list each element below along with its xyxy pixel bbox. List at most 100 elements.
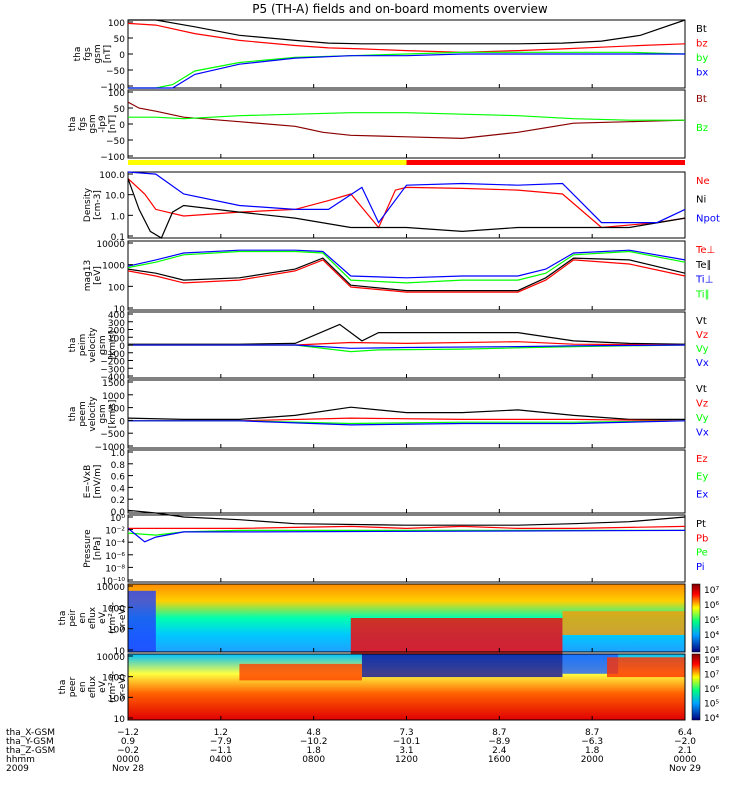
legend-Te⊥: Te⊥: [695, 245, 715, 256]
y-axis-label: tha peim velocity gsm [km/s]: [68, 327, 118, 363]
y-axis-label-line: [nT]: [108, 115, 118, 133]
y-tick-label: 400: [108, 311, 125, 321]
y-tick-label: 10000: [96, 240, 125, 250]
colorbar-label: 10⁶: [704, 601, 719, 611]
x-tick-hhmm: 2000: [581, 755, 604, 765]
y-tick-label: 100: [108, 283, 125, 293]
y-axis-label-line: gsm: [93, 44, 103, 63]
legend-Vz: Vz: [696, 330, 708, 341]
y-tick-label: −100: [100, 83, 125, 93]
x-tick-y_gsm: −10.1: [393, 737, 421, 747]
y-tick-label: 1500: [102, 379, 125, 389]
series-Vx: [128, 420, 686, 426]
legend-Pe: Pe: [696, 548, 708, 559]
y-axis-label-line: fgs: [83, 47, 93, 61]
y-axis-label-line: en: [78, 612, 88, 623]
y-axis-label-line: eV: [98, 611, 108, 624]
y-axis-label-line: tha: [68, 117, 78, 132]
region-bar-red: [406, 160, 685, 165]
y-axis-label-line: eflux: [88, 675, 98, 698]
y-axis-label-line: [km/s]: [108, 400, 118, 429]
y-tick-label: 0.4: [111, 484, 126, 494]
legend-Vt: Vt: [696, 384, 707, 395]
series-bx: [128, 53, 685, 89]
y-axis-label: tha peem velocity gsm [km/s]: [68, 396, 118, 432]
y-tick-label: 0: [119, 417, 125, 427]
x-tick-x_gsm: 1.2: [214, 728, 228, 738]
y-tick-label: −100: [100, 153, 125, 163]
series-Bt: [128, 19, 686, 45]
spectrogram-band: [350, 618, 563, 656]
y-axis-label-line: Pressure: [83, 529, 93, 568]
y-tick-label: 0.8: [111, 461, 126, 471]
y-axis-label-line: peim: [78, 334, 88, 357]
y-tick-label: 300: [108, 319, 125, 329]
legend-by: by: [696, 53, 708, 64]
y-tick-label: 10: [114, 305, 126, 315]
y-tick-label: 10⁻⁴: [105, 539, 125, 549]
y-axis-label: E=-VxB [mV/m]: [83, 465, 103, 499]
y-tick-label: 100: [108, 89, 125, 99]
legend-Vx: Vx: [696, 358, 709, 369]
legend-bx: bx: [696, 68, 708, 79]
x-tick-y_gsm: −2.0: [674, 737, 696, 747]
y-axis-label-line: [mV/m]: [93, 465, 103, 499]
y-tick-label: −100: [100, 350, 125, 360]
y-tick-label: 0: [119, 121, 125, 131]
legend-Vz: Vz: [696, 399, 708, 410]
panel-peir-eflux: 10⁷ 10⁶ 10⁵ 10⁴ 10³ 10000 1000 100 10 tha peir en ef…: [58, 583, 719, 657]
y-tick-label: 10000: [96, 653, 125, 663]
y-axis-label-line: [km/s]: [108, 331, 118, 360]
y-tick-label: 10: [114, 647, 126, 657]
y-axis-label-line: [nT]: [103, 45, 113, 63]
x-tick-x_gsm: 8.7: [492, 728, 506, 738]
series-Te⊥: [127, 259, 686, 293]
y-tick-label: −300: [100, 365, 125, 375]
legend-Bt: Bt: [696, 94, 707, 105]
series-Ti⊥: [127, 249, 686, 279]
y-axis-label-line: tha: [58, 680, 68, 695]
y-axis-label-line: velocity: [88, 396, 98, 432]
series-Npot: [127, 171, 686, 224]
y-tick-label: 100: [108, 19, 125, 29]
legend-Ne: Ne: [696, 176, 710, 187]
y-tick-label: −500: [100, 430, 125, 440]
y-tick-label: 0.6: [111, 473, 126, 483]
x-tick-y_gsm: 0.9: [121, 737, 136, 747]
panel-pressure: Pt Pb Pe Pi 10⁰ 10⁻² 10⁻⁴ 10⁻⁶ 10⁻⁸ 10⁻¹⁰ Pressure…: [83, 509, 708, 587]
y-axis-label: Density [cm-3]: [83, 187, 103, 222]
series-Pi: [127, 527, 686, 543]
y-axis-label-line: peir: [68, 609, 78, 627]
series-Pb: [128, 525, 686, 530]
y-tick-label: 0.2: [111, 496, 125, 506]
y-axis-label-line: Density: [83, 187, 93, 222]
legend-Ti⊥: Ti⊥: [695, 275, 713, 286]
y-tick-label: −50: [106, 67, 125, 77]
panel-frame: [127, 89, 686, 159]
y-tick-label: 1000: [102, 674, 125, 684]
y-tick-label: 1000: [102, 392, 125, 402]
legend-Bt: Bt: [696, 24, 707, 35]
y-tick-label: 500: [108, 405, 125, 415]
y-axis-label: tha fgs gsm -lp9 [nT]: [68, 114, 118, 133]
x-tick-x_gsm: 4.8: [307, 728, 322, 738]
y-axis-label-line: mag13: [83, 260, 93, 291]
y-tick-label: 0: [119, 51, 125, 61]
y-axis-label-line: [nPa]: [93, 537, 103, 560]
colorbar-label: 10⁶: [704, 685, 719, 695]
x-tick-date: Nov 29: [669, 764, 701, 774]
y-axis-label-line: en: [78, 681, 88, 692]
colorbar-label: 10³: [704, 646, 719, 656]
panel-peer-eflux: 10⁸ 10⁷ 10⁶ 10⁵ 10⁴ 10000 1000 100 10 tha peer en ef…: [58, 653, 719, 725]
y-tick-label: 100: [108, 334, 125, 344]
x-tick-y_gsm: −10.2: [300, 737, 328, 747]
y-tick-label: 0: [119, 342, 125, 352]
x-axis-row-label: hhmm: [6, 755, 35, 765]
legend-Vy: Vy: [696, 413, 709, 424]
y-tick-label: 10.0: [105, 192, 125, 202]
y-tick-label: 1.0: [111, 449, 126, 459]
panel-temperature: Te⊥ Te∥ Ti⊥ Ti∥ 10000 1000 100 10 mag13 [eV]: [83, 240, 715, 315]
x-axis-row-label: tha_X-GSM: [6, 728, 55, 738]
y-axis-label-line: (cm²-s-: [108, 602, 118, 634]
colorbar-label: 10⁵: [704, 700, 719, 710]
